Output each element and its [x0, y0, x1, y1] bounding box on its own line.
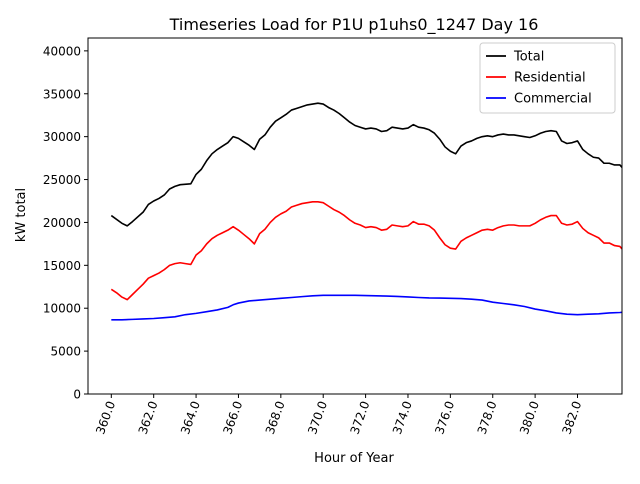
axes-frame	[87, 37, 623, 395]
y-tick-label: 0	[73, 388, 81, 402]
legend-label-commercial: Commercial	[514, 92, 592, 107]
y-tick-label: 40000	[43, 44, 81, 58]
y-tick-label: 30000	[43, 130, 81, 144]
y-axis-label: kW total	[14, 188, 29, 242]
legend-label-total: Total	[513, 50, 544, 65]
y-tick-label: 20000	[43, 216, 81, 230]
plot-area	[87, 37, 623, 395]
series-line-residential	[110, 201, 622, 301]
y-axis: 0 5000 10000 15000 20000 25000 30000 35000 40000	[43, 44, 88, 402]
y-tick-label: 25000	[43, 173, 81, 187]
chart-title: Timeseries Load for P1U p1uhs0_1247 Day …	[169, 15, 539, 35]
series-line-total	[110, 102, 622, 227]
y-tick-label: 35000	[43, 87, 81, 101]
series-line-commercial	[111, 294, 622, 321]
series-lines	[110, 102, 622, 321]
y-tick-label: 5000	[50, 345, 81, 359]
legend: Total Residential Commercial	[479, 42, 616, 114]
legend-label-residential: Residential	[514, 71, 586, 86]
y-tick-label: 15000	[43, 259, 81, 273]
x-axis-label: Hour of Year	[314, 451, 394, 466]
y-tick-label: 10000	[43, 302, 81, 316]
legend-box	[479, 42, 616, 114]
